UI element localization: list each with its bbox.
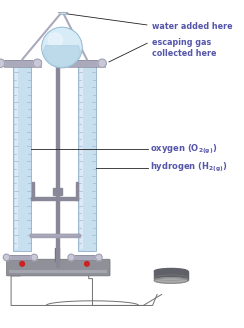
Bar <box>55 248 59 261</box>
Ellipse shape <box>96 254 102 261</box>
Bar <box>15 65 19 249</box>
Text: hydrogen ($\mathregular{H_{2(g)}}$): hydrogen ($\mathregular{H_{2(g)}}$) <box>150 161 228 174</box>
Ellipse shape <box>98 59 106 67</box>
Bar <box>30 234 80 237</box>
Bar <box>74 255 100 260</box>
Text: oxygen ($\mathregular{O_{2(g)}}$): oxygen ($\mathregular{O_{2(g)}}$) <box>150 143 217 156</box>
FancyBboxPatch shape <box>7 259 110 276</box>
Ellipse shape <box>31 254 37 261</box>
Polygon shape <box>43 46 81 67</box>
Bar <box>76 182 78 200</box>
Bar <box>9 255 35 260</box>
Bar <box>80 65 83 249</box>
Bar <box>53 188 62 195</box>
Ellipse shape <box>61 59 69 67</box>
Ellipse shape <box>154 278 188 283</box>
Text: escaping gas
collected here: escaping gas collected here <box>152 38 216 58</box>
Ellipse shape <box>33 59 42 67</box>
Bar <box>56 45 59 267</box>
Bar <box>4 59 41 67</box>
Bar <box>9 270 107 273</box>
Bar <box>68 59 105 67</box>
Circle shape <box>85 261 89 266</box>
Circle shape <box>42 27 82 68</box>
Circle shape <box>20 261 24 266</box>
Bar <box>32 182 34 200</box>
Bar <box>78 63 96 251</box>
Ellipse shape <box>0 59 5 67</box>
Bar <box>68 59 105 67</box>
Bar <box>74 255 100 260</box>
Bar <box>13 63 31 251</box>
Bar <box>9 255 35 260</box>
Bar <box>58 10 67 12</box>
Ellipse shape <box>68 254 74 261</box>
Bar <box>154 271 188 280</box>
Circle shape <box>48 33 63 47</box>
Ellipse shape <box>154 269 188 274</box>
Text: water added here: water added here <box>152 22 232 31</box>
Bar <box>30 234 80 237</box>
Bar <box>59 1 66 14</box>
Bar <box>59 1 66 14</box>
Bar <box>4 59 41 67</box>
Ellipse shape <box>3 254 10 261</box>
Bar <box>31 197 78 200</box>
